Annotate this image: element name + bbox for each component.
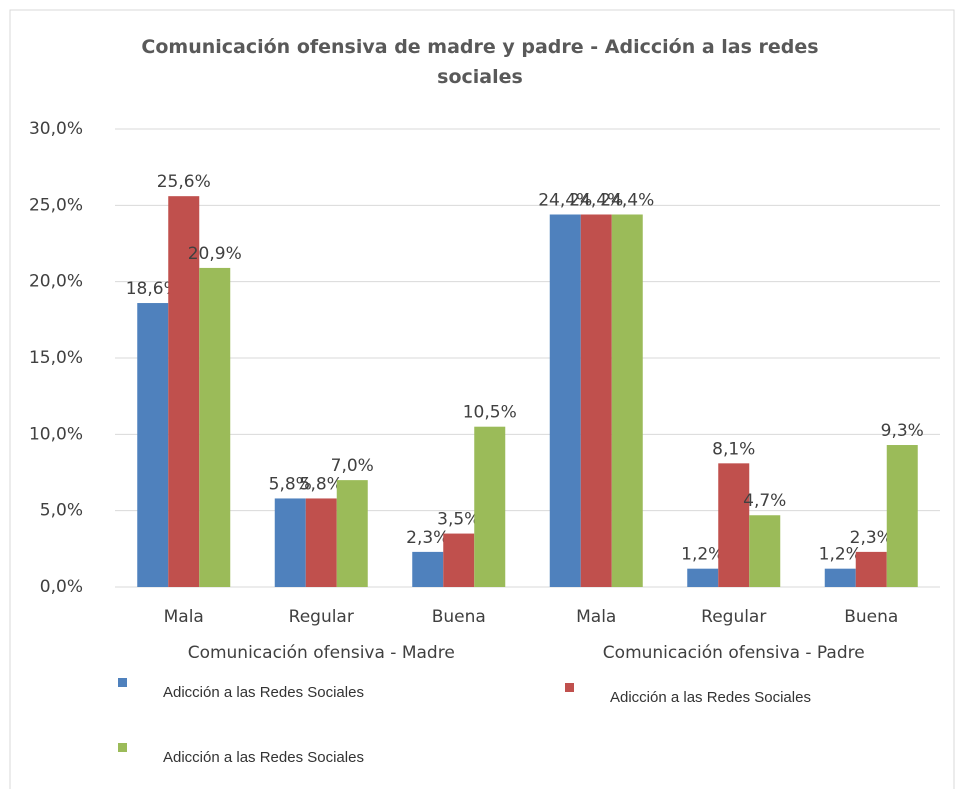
y-tick-label: 5,0% [40,501,83,521]
group-label: Comunicación ofensiva - Padre [603,643,865,663]
value-label: 1,2% [681,545,724,565]
chart-title: Comunicación ofensiva de madre y padre -… [141,36,819,88]
value-label: 7,0% [331,456,374,476]
bar [336,480,368,587]
x-tick-label: Regular [289,607,354,627]
bar [137,303,169,587]
x-tick-label: Mala [164,607,204,627]
value-label: 2,3% [406,528,449,548]
bar [611,214,643,587]
value-label: 8,1% [712,439,755,459]
bar [824,568,856,587]
value-label: 2,3% [850,528,893,548]
value-label: 1,2% [819,545,862,565]
bar [474,426,506,587]
legend-label: Adicción a las Redes Sociales [163,749,364,766]
bar [549,214,581,587]
x-tick-label: Regular [701,607,766,627]
value-label: 18,6% [126,279,180,299]
bar [412,551,444,587]
bar [168,196,200,587]
y-tick-label: 30,0% [29,119,83,139]
bar [718,463,750,587]
y-tick-label: 15,0% [29,348,83,368]
x-tick-label: Buena [432,607,486,627]
chart-frame [9,9,955,789]
bar [855,551,887,587]
value-label: 5,8% [269,474,312,494]
bar [580,214,612,587]
bar [305,498,337,587]
bar [443,533,475,587]
legend-swatch [118,743,127,752]
value-label: 24,4% [569,190,623,210]
x-tick-label: Buena [844,607,898,627]
y-tick-label: 10,0% [29,424,83,444]
value-label: 25,6% [157,172,211,192]
value-label: 20,9% [188,244,242,264]
value-label: 5,8% [300,474,343,494]
group-label: Comunicación ofensiva - Madre [188,643,455,663]
value-label: 9,3% [881,421,924,441]
value-label: 24,4% [600,190,654,210]
value-label: 4,7% [743,491,786,511]
bar [749,515,781,587]
y-tick-label: 20,0% [29,272,83,292]
x-tick-label: Mala [576,607,616,627]
bar [274,498,306,587]
legend-label: Adicción a las Redes Sociales [610,689,811,706]
value-label: 3,5% [437,510,480,530]
bar [886,445,918,587]
bar [687,568,719,587]
y-tick-label: 25,0% [29,195,83,215]
value-label: 24,4% [538,190,592,210]
bar [199,267,231,587]
y-tick-label: 0,0% [40,577,83,597]
legend-swatch [118,678,127,687]
legend-label: Adicción a las Redes Sociales [163,684,364,701]
legend-swatch [565,683,574,692]
value-label: 10,5% [463,403,517,423]
